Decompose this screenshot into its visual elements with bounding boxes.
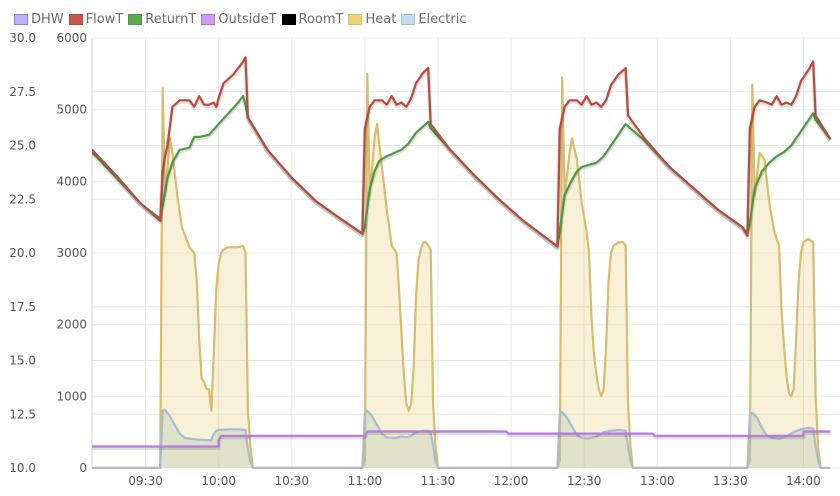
plot-area: [92, 57, 830, 468]
series-shadow-returnt: [92, 98, 830, 248]
y-left-tick-label: 25.0: [9, 139, 36, 153]
series-line-flowt: [92, 57, 830, 246]
x-tick-label: 12:30: [567, 474, 602, 488]
y-left-tick-label: 15.0: [9, 354, 36, 368]
series-area-heat: [92, 74, 830, 468]
y-right-tick-label: 3000: [56, 246, 87, 260]
y-right-tick-label: 2000: [56, 318, 87, 332]
x-tick-label: 13:30: [713, 474, 748, 488]
series-line-returnt: [92, 96, 830, 246]
x-tick-label: 10:00: [201, 474, 236, 488]
y-left-tick-label: 20.0: [9, 246, 36, 260]
y-left-tick-label: 27.5: [9, 85, 36, 99]
y-left-tick-label: 10.0: [9, 461, 36, 475]
x-tick-label: 11:00: [348, 474, 383, 488]
x-tick-label: 11:30: [421, 474, 456, 488]
y-right-tick-label: 4000: [56, 174, 87, 188]
x-tick-label: 14:00: [786, 474, 821, 488]
y-right-tick-label: 1000: [56, 389, 87, 403]
y-right-tick-label: 5000: [56, 103, 87, 117]
x-tick-label: 09:30: [128, 474, 163, 488]
x-tick-label: 13:00: [640, 474, 675, 488]
series-shadow-flowt: [92, 59, 830, 248]
x-tick-label: 12:00: [494, 474, 529, 488]
y-left-tick-label: 12.5: [9, 407, 36, 421]
y-left-tick-label: 17.5: [9, 300, 36, 314]
y-left-tick-label: 30.0: [9, 31, 36, 45]
y-right-tick-label: 6000: [56, 31, 87, 45]
y-right-tick-label: 0: [79, 461, 87, 475]
x-tick-label: 10:30: [274, 474, 309, 488]
y-left-tick-label: 22.5: [9, 192, 36, 206]
